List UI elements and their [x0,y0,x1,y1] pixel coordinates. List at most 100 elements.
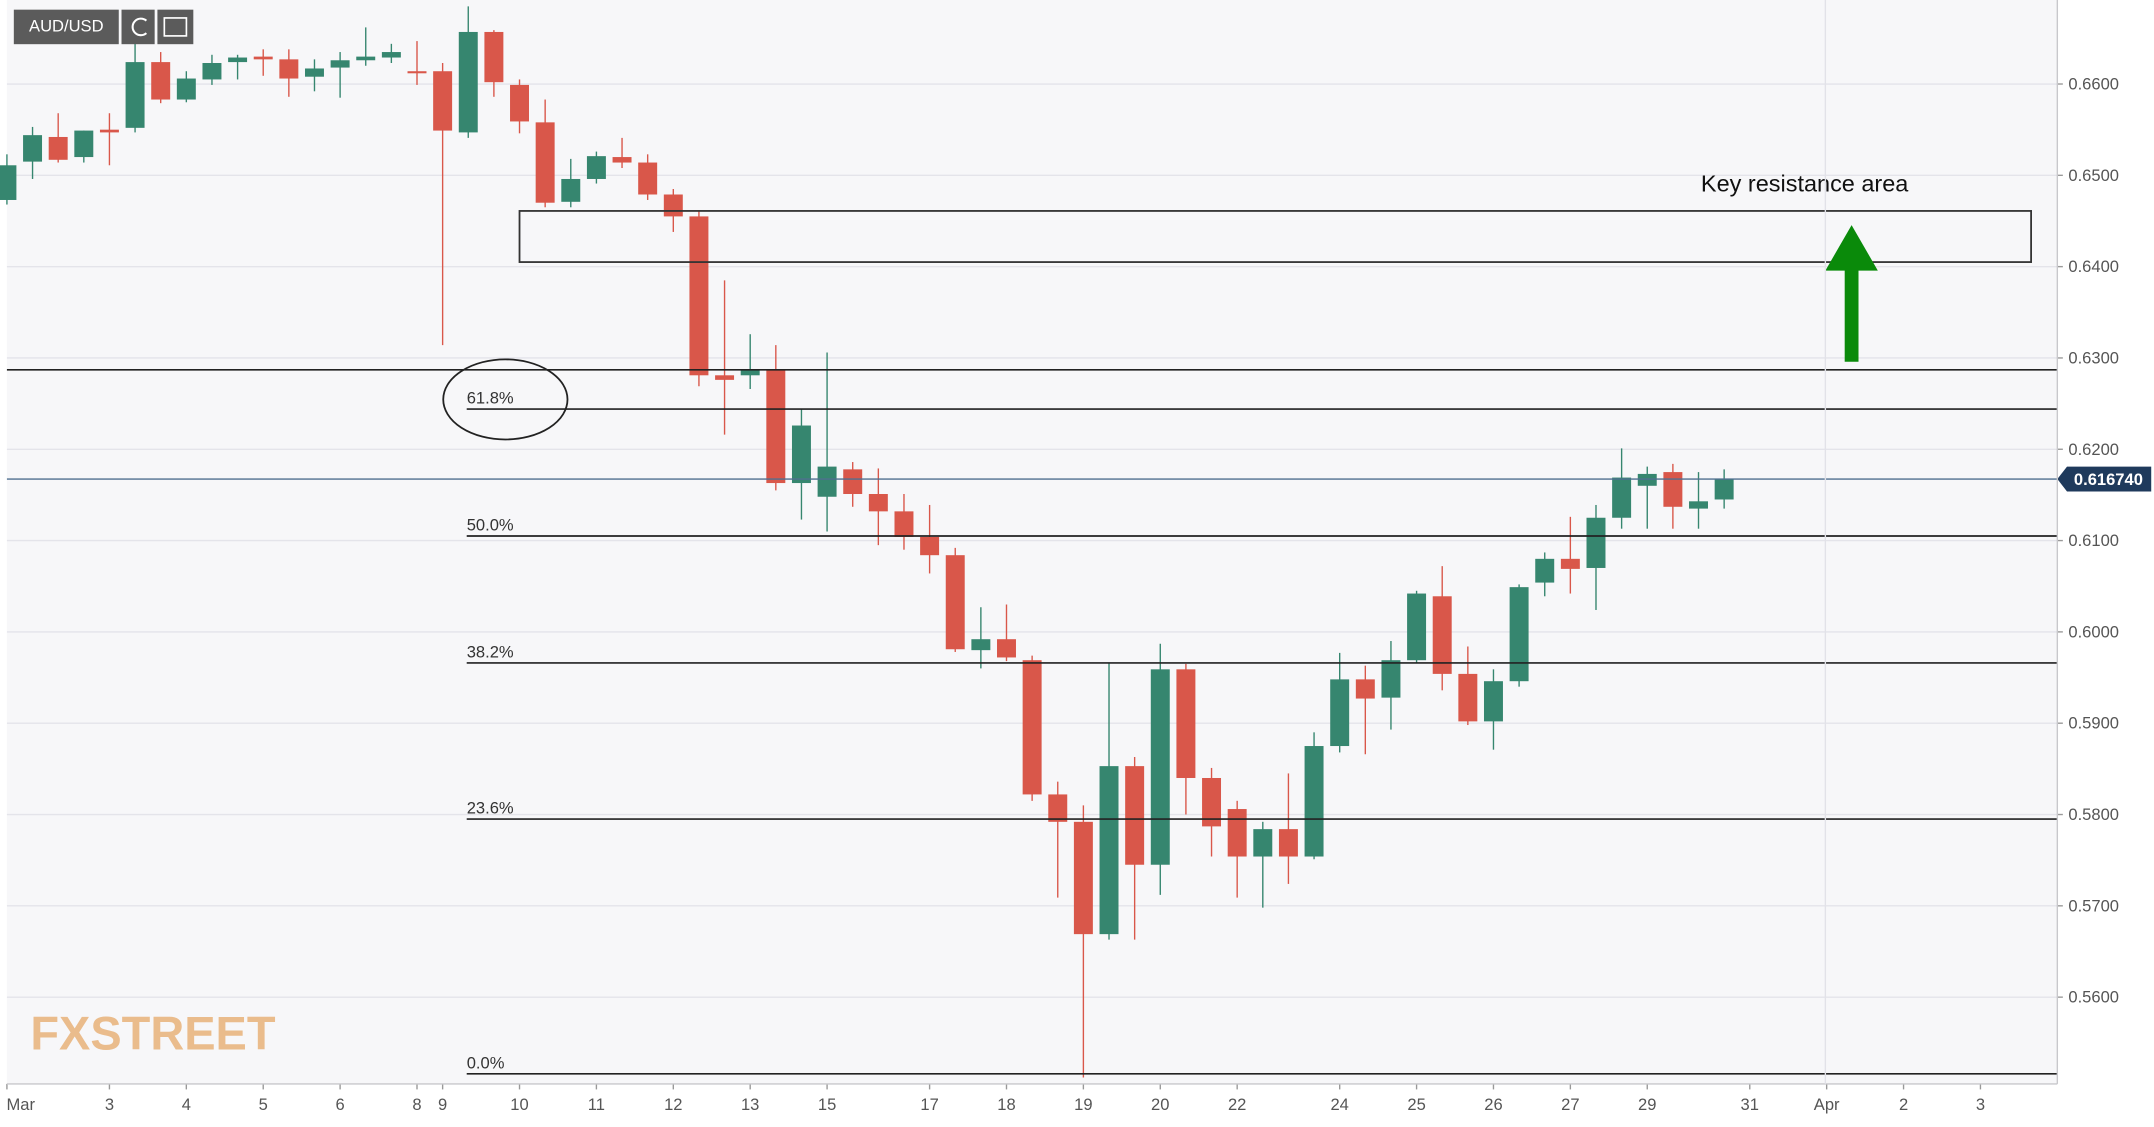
x-tick-label: 27 [1561,1095,1579,1114]
symbol-box [13,9,119,45]
candle-body [1560,558,1580,569]
candle-body [1202,777,1222,827]
fib-label: 50.0% [467,515,514,534]
candle-body [1227,809,1247,857]
candle-body [1458,673,1478,722]
candle-body [176,78,196,100]
refresh-icon [131,17,148,37]
x-tick-label: 5 [259,1095,268,1114]
candle-body [74,130,94,158]
grid: 0.5600 0.5700 0.5800 0.5900 0.6000 0.6100 0.62… [6,75,2119,1114]
toolbar: AUD/USD [13,9,194,45]
candle-body [1099,766,1119,935]
x-tick-label: 15 [818,1095,836,1114]
candle-body [689,216,709,376]
candle-body [586,156,606,179]
candle-body [638,162,658,195]
resistance-zone [518,210,2032,263]
last-price-label: 0.616740 [2074,470,2143,489]
candle-body [304,68,324,77]
refresh-button[interactable] [121,9,155,45]
candle-body [510,84,530,122]
x-tick-label: Mar [6,1095,35,1114]
candle-body [0,165,17,200]
candle-body [458,31,478,133]
candle-body [484,31,504,83]
candle-body [561,178,581,202]
x-tick-label: 19 [1074,1095,1092,1114]
y-tick-label: 0.5800 [2068,805,2119,824]
candle-body [535,122,555,203]
up-arrow [1825,225,1878,362]
resistance-label: Key resistance area [1701,171,1909,197]
candle-body [1048,794,1068,822]
candle-body [715,375,735,380]
overlay: 61.8% 50.0% 38.2% 23.6% 0.0% Key resistance a… [6,171,2152,1075]
x-tick-label: 26 [1484,1095,1502,1114]
candle-body [1253,829,1273,857]
x-tick-label: 11 [588,1095,605,1114]
candle-body [1535,558,1555,583]
candle-body [381,52,401,58]
fib-label: 61.8% [467,389,514,408]
x-tick-label: 17 [920,1095,938,1114]
candle-body [817,466,837,497]
candle-body [228,57,248,63]
candle-body [997,639,1016,658]
symbol: AUD/USD [29,17,104,36]
candle-body [663,194,683,217]
y-tick-label: 0.5700 [2068,896,2119,915]
candle-body [1509,587,1529,682]
candle-body [971,639,991,651]
plot-area [6,0,2058,1084]
x-tick-label: 31 [1741,1095,1759,1114]
candle-body [151,62,171,100]
candle-body [1407,593,1427,661]
x-tick-label: 20 [1151,1095,1169,1114]
candle-body [253,56,273,60]
y-tick-label: 0.6100 [2068,531,2119,550]
candle-body [1432,596,1452,674]
candle-body [1278,829,1298,857]
candle-body [1381,660,1401,698]
x-tick-label: 9 [438,1095,447,1114]
candle-body [202,63,222,80]
y-tick-label: 0.6400 [2068,257,2119,276]
candle-body [1586,517,1606,568]
x-tick-label: 12 [664,1095,682,1114]
candle-body [125,62,145,128]
highlight-circle [442,358,569,441]
candle-body [1125,766,1145,865]
candle-body [1022,660,1042,795]
candle-body [1176,669,1196,778]
x-tick-label: Apr [1814,1095,1840,1114]
x-tick-label: 22 [1228,1095,1246,1114]
x-tick-label: 24 [1330,1095,1348,1114]
candle-body [99,129,119,133]
candle-body [868,494,888,512]
candle-body [1689,501,1708,509]
candle-body [1714,479,1734,500]
candle-body [1663,472,1683,507]
candle-body [612,157,632,163]
candle-body [1612,477,1632,518]
logo: FXSTREET [30,1007,275,1059]
last-price-tag [2057,466,2152,492]
candle-body [894,511,914,537]
y-tick-label: 0.6300 [2068,348,2119,367]
candle-body [356,56,376,61]
candle-body [407,71,427,74]
fib-label: 38.2% [467,642,514,661]
y-tick-label: 0.6000 [2068,622,2119,641]
candle-body [1304,746,1324,857]
candle-body [433,71,453,131]
candle-body [23,135,43,162]
candle-body [330,60,350,68]
candle-body [740,369,760,376]
candle-body [1355,679,1375,699]
settings-button[interactable] [157,9,194,45]
y-tick-label: 0.6600 [2068,75,2119,94]
y-tick-label: 0.5600 [2068,988,2119,1007]
